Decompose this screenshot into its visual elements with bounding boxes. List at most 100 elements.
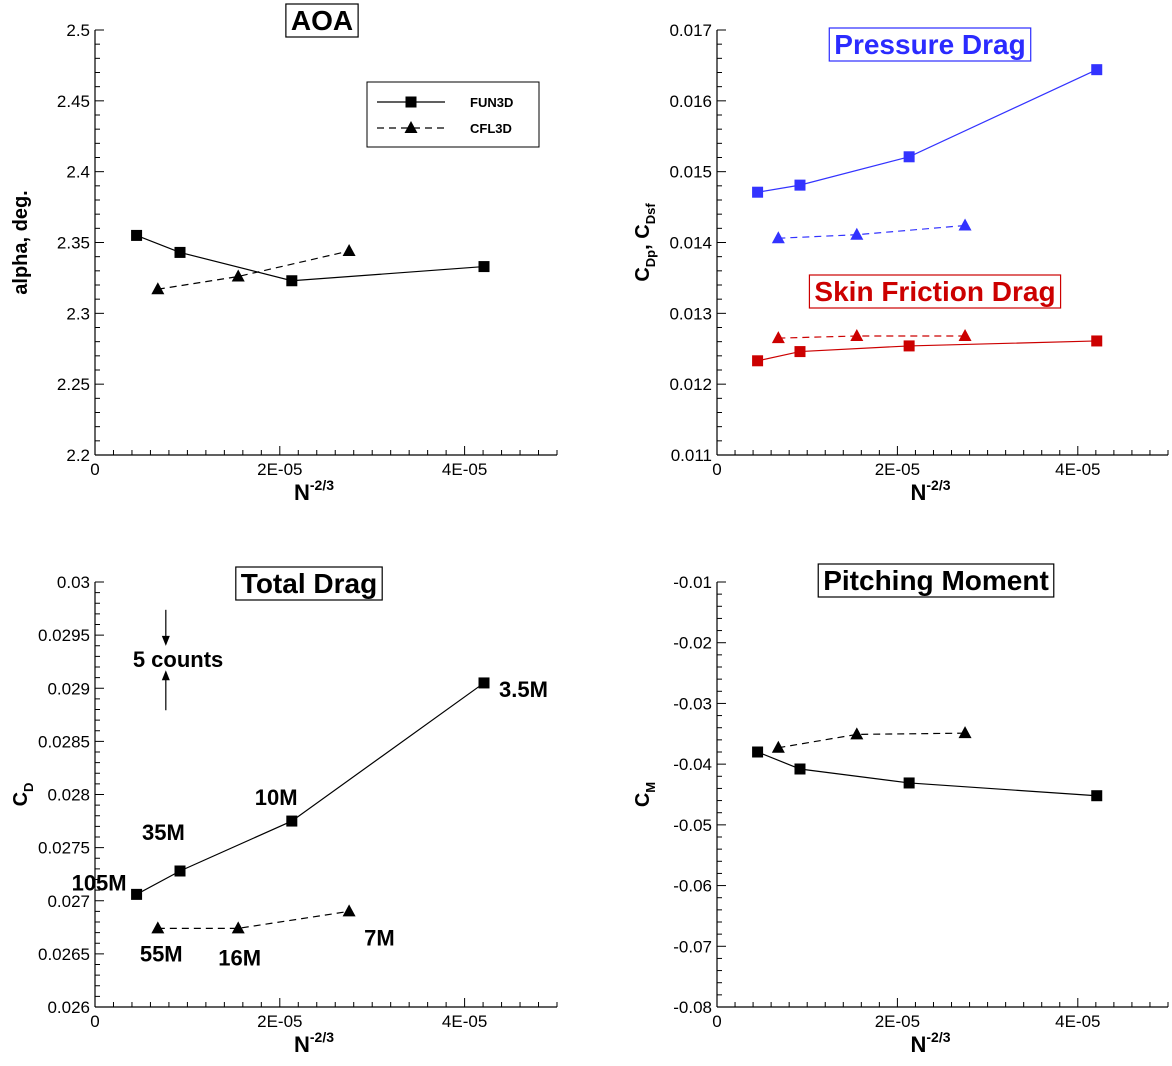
chart-title: AOA [291, 5, 353, 36]
data-point-square [1091, 335, 1103, 347]
x-tick-label: 0 [712, 460, 721, 479]
data-point-triangle [342, 244, 356, 256]
y-tick-label: 0.013 [669, 304, 712, 323]
point-annotation: 105M [72, 870, 127, 895]
y-axis-label-base: C [10, 792, 32, 806]
data-point-triangle [958, 726, 972, 739]
x-tick-label: 0 [90, 1012, 99, 1031]
data-point-triangle [771, 231, 785, 244]
series-line-0 [136, 682, 485, 895]
y-axis-label-subscript: M [643, 782, 658, 793]
bracket-arrowhead-down [161, 635, 170, 646]
chart-pitching-moment: 0 2E-05 4E-05 -0.08 -0.07 -0.06 -0.05 -0.04 -0.0… [632, 563, 1169, 1057]
y-tick-label: 0.0285 [38, 732, 90, 751]
data-point-square [131, 888, 143, 900]
y-axis-label-base: C [632, 267, 654, 281]
series-line-1 [157, 910, 350, 929]
data-point-triangle [151, 921, 165, 934]
x-tick-label: 2E-05 [257, 1012, 302, 1031]
data-point-square [903, 777, 915, 789]
data-point-triangle [771, 740, 785, 753]
y-tick-label: -0.08 [673, 998, 712, 1017]
x-axis-label-exponent: -2/3 [310, 477, 334, 493]
chart-aoa: 0 2E-05 4E-05 2.2 2.25 2.3 2.35 2.4 2.45 2.5 N-2/3… [10, 3, 558, 505]
data-point-square [752, 355, 764, 367]
data-point-square [174, 865, 186, 877]
x-axis-label: N-2/3 [294, 477, 334, 505]
data-point-triangle [850, 329, 864, 341]
y-tick-label: 0.028 [47, 786, 90, 805]
data-point-square [794, 179, 806, 191]
y-tick-label: -0.02 [673, 634, 712, 653]
chart-title: Pressure Drag [834, 29, 1025, 60]
series-line-0 [136, 234, 485, 282]
x-tick-label: 4E-05 [1055, 460, 1100, 479]
data-point-triangle [342, 904, 356, 917]
chart-title: Pitching Moment [823, 565, 1049, 596]
chart-drag-components: 0 2E-05 4E-05 0.011 0.012 0.013 0.014 0.015 0.01… [632, 21, 1169, 505]
data-point-square [478, 677, 490, 689]
y-axis-label: alpha, deg. [10, 190, 32, 294]
y-tick-label: 0.03 [57, 573, 90, 592]
y-tick-label: 2.2 [66, 446, 90, 465]
x-axis-label-base: N [294, 1032, 310, 1057]
y-tick-label: 0.0275 [38, 839, 90, 858]
point-annotation: 16M [218, 945, 261, 970]
y-axis-label-separator: , [632, 239, 654, 250]
y-tick-label: 0.0265 [38, 945, 90, 964]
data-point-triangle [231, 921, 245, 934]
y-tick-label: 2.4 [66, 163, 90, 182]
bracket-arrowhead-up [161, 670, 170, 681]
series-line-1 [157, 250, 350, 290]
x-tick-label: 4E-05 [442, 1012, 487, 1031]
x-tick-label: 4E-05 [442, 460, 487, 479]
data-point-square [903, 151, 915, 163]
x-axis-label: N-2/3 [294, 1029, 334, 1057]
bracket-label: 5 counts [133, 647, 223, 672]
data-point-triangle [958, 329, 972, 341]
x-tick-label: 0 [712, 1012, 721, 1031]
legend-entry-0: FUN3D [470, 95, 513, 110]
data-point-square [286, 815, 298, 827]
chart-title-box [235, 566, 383, 601]
y-tick-label: 0.012 [669, 375, 712, 394]
y-axis-label-base: C [632, 793, 654, 807]
data-point-square [478, 261, 490, 273]
y-tick-label: 0.011 [671, 446, 712, 465]
data-point-square [1091, 64, 1103, 76]
point-annotation: 3.5M [499, 677, 548, 702]
point-annotation: 35M [142, 820, 185, 845]
chart-title-box [828, 27, 1032, 62]
y-axis-label-subscript: D [21, 783, 36, 792]
chart-title: Total Drag [241, 568, 377, 599]
legend-entry-1: CFL3D [470, 121, 512, 136]
x-tick-label: 4E-05 [1055, 1012, 1100, 1031]
y-tick-label: 2.5 [66, 21, 90, 40]
y-axis-label-subscript: Dp [643, 250, 658, 267]
y-axis-label: CM [632, 782, 658, 807]
legend-marker-triangle [404, 121, 418, 133]
x-tick-label: 2E-05 [875, 460, 920, 479]
y-tick-label: 0.014 [669, 234, 712, 253]
chart-subtitle: Skin Friction Drag [814, 276, 1055, 307]
y-tick-label: 0.029 [47, 679, 90, 698]
y-axis-label: CD [10, 783, 36, 807]
series-line-1 [778, 732, 966, 749]
data-point-square [794, 346, 806, 358]
x-axis-label: N-2/3 [910, 1029, 950, 1057]
series-line-3 [757, 340, 1097, 362]
x-axis-label: N-2/3 [910, 477, 950, 505]
chart-total-drag: 0 2E-05 4E-05 0.026 0.0265 0.027 0.0275 0.028 0.… [10, 566, 558, 1057]
y-tick-label: -0.06 [673, 877, 712, 896]
point-annotation: 55M [140, 941, 183, 966]
x-axis-label-exponent: -2/3 [926, 1029, 950, 1045]
data-point-square [752, 186, 764, 198]
x-tick-label: 2E-05 [875, 1012, 920, 1031]
legend-box [366, 81, 540, 148]
y-tick-label: -0.03 [673, 694, 712, 713]
x-axis-label-exponent: -2/3 [310, 1029, 334, 1045]
series-line-2 [778, 335, 966, 339]
y-tick-label: 2.45 [57, 92, 90, 111]
data-point-triangle [771, 331, 785, 344]
data-point-triangle [231, 269, 245, 282]
